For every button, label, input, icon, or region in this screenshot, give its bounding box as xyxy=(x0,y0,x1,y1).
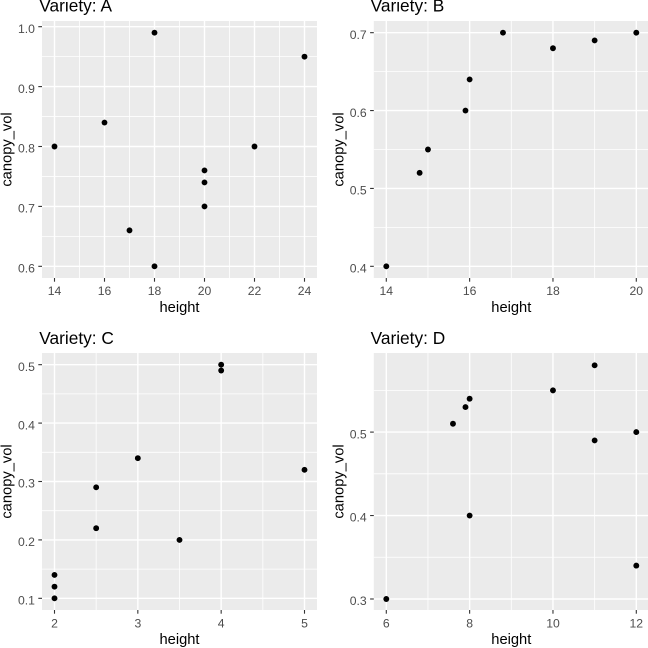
svg-text:canopy_vol: canopy_vol xyxy=(331,444,347,518)
svg-text:canopy_vol: canopy_vol xyxy=(331,112,347,186)
svg-text:0.4: 0.4 xyxy=(18,418,35,432)
svg-text:Variety: B: Variety: B xyxy=(371,0,445,16)
svg-text:24: 24 xyxy=(298,284,312,298)
svg-text:18: 18 xyxy=(148,284,162,298)
svg-text:0.3: 0.3 xyxy=(350,594,367,608)
svg-text:0.5: 0.5 xyxy=(18,360,35,374)
svg-text:0.7: 0.7 xyxy=(350,28,367,42)
svg-text:0.4: 0.4 xyxy=(350,262,367,276)
svg-text:height: height xyxy=(159,300,199,316)
svg-text:0.2: 0.2 xyxy=(18,535,35,549)
svg-text:canopy_vol: canopy_vol xyxy=(0,112,16,186)
svg-text:16: 16 xyxy=(98,284,112,298)
svg-text:Variety: D: Variety: D xyxy=(371,328,446,348)
svg-text:0.4: 0.4 xyxy=(350,511,367,525)
svg-text:0.3: 0.3 xyxy=(18,477,35,491)
svg-text:22: 22 xyxy=(248,284,262,298)
svg-text:0.6: 0.6 xyxy=(18,262,35,276)
svg-text:5: 5 xyxy=(301,616,308,630)
svg-text:1.0: 1.0 xyxy=(18,22,35,36)
svg-text:10: 10 xyxy=(546,616,560,630)
svg-text:0.5: 0.5 xyxy=(350,184,367,198)
svg-text:Variety: A: Variety: A xyxy=(39,0,112,16)
svg-text:6: 6 xyxy=(383,616,390,630)
svg-text:3: 3 xyxy=(134,616,141,630)
svg-text:height: height xyxy=(491,632,531,648)
svg-text:4: 4 xyxy=(218,616,225,630)
svg-text:20: 20 xyxy=(198,284,212,298)
svg-text:2: 2 xyxy=(51,616,58,630)
svg-text:Variety: C: Variety: C xyxy=(39,328,114,348)
svg-text:14: 14 xyxy=(48,284,62,298)
svg-text:0.6: 0.6 xyxy=(350,106,367,120)
svg-text:0.9: 0.9 xyxy=(18,82,35,96)
svg-text:18: 18 xyxy=(546,284,560,298)
svg-text:16: 16 xyxy=(463,284,477,298)
svg-text:12: 12 xyxy=(630,616,644,630)
svg-text:0.8: 0.8 xyxy=(18,142,35,156)
svg-text:0.5: 0.5 xyxy=(350,427,367,441)
svg-text:height: height xyxy=(159,632,199,648)
svg-text:14: 14 xyxy=(380,284,394,298)
svg-text:8: 8 xyxy=(466,616,473,630)
svg-text:0.7: 0.7 xyxy=(18,202,35,216)
svg-text:0.1: 0.1 xyxy=(18,594,35,608)
svg-text:canopy_vol: canopy_vol xyxy=(0,444,16,518)
svg-text:height: height xyxy=(491,300,531,316)
svg-text:20: 20 xyxy=(630,284,644,298)
